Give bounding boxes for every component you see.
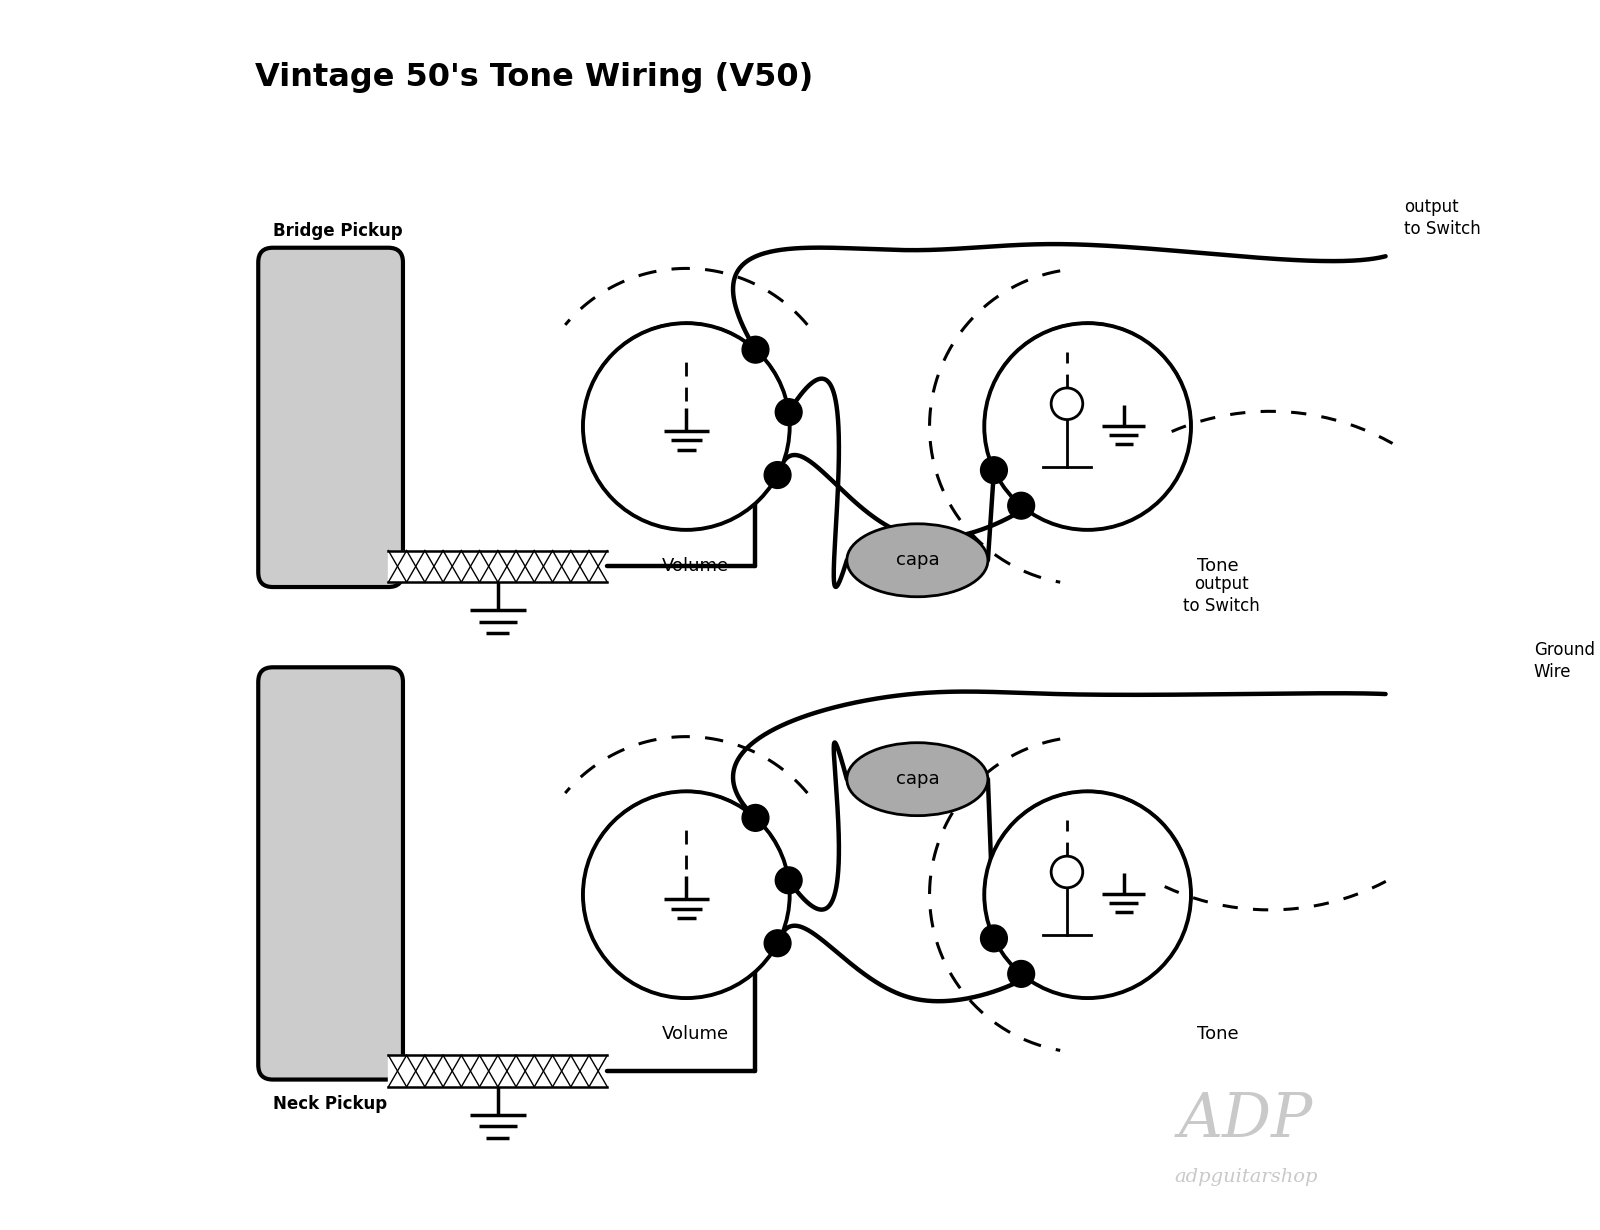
- Circle shape: [1008, 492, 1035, 519]
- Text: ADP: ADP: [1179, 1090, 1314, 1150]
- Circle shape: [765, 461, 790, 488]
- Circle shape: [776, 399, 802, 426]
- FancyBboxPatch shape: [258, 668, 403, 1080]
- Circle shape: [776, 867, 802, 894]
- Text: Volume: Volume: [662, 557, 730, 574]
- Text: adpguitarshop: adpguitarshop: [1174, 1167, 1317, 1186]
- Circle shape: [765, 930, 790, 957]
- Circle shape: [984, 323, 1190, 530]
- Circle shape: [742, 336, 770, 363]
- Circle shape: [981, 925, 1008, 952]
- Circle shape: [742, 804, 770, 831]
- Text: capa: capa: [896, 770, 939, 788]
- Text: Bridge Pickup: Bridge Pickup: [274, 223, 403, 240]
- Circle shape: [582, 791, 790, 998]
- Circle shape: [984, 791, 1190, 998]
- Text: capa: capa: [896, 551, 939, 569]
- Circle shape: [1008, 961, 1035, 988]
- Text: Ground
Wire: Ground Wire: [1534, 641, 1595, 680]
- Ellipse shape: [846, 743, 987, 815]
- FancyBboxPatch shape: [258, 247, 403, 587]
- Circle shape: [1051, 387, 1083, 419]
- Text: Tone: Tone: [1197, 557, 1238, 574]
- Text: output
to Switch: output to Switch: [1182, 574, 1259, 615]
- Ellipse shape: [846, 524, 987, 597]
- Circle shape: [1051, 856, 1083, 888]
- Text: Vintage 50's Tone Wiring (V50): Vintage 50's Tone Wiring (V50): [254, 62, 813, 92]
- Text: Volume: Volume: [662, 1025, 730, 1043]
- Text: Neck Pickup: Neck Pickup: [274, 1096, 387, 1113]
- Text: Tone: Tone: [1197, 1025, 1238, 1043]
- Circle shape: [981, 456, 1008, 483]
- Circle shape: [582, 323, 790, 530]
- Text: output
to Switch: output to Switch: [1403, 198, 1480, 239]
